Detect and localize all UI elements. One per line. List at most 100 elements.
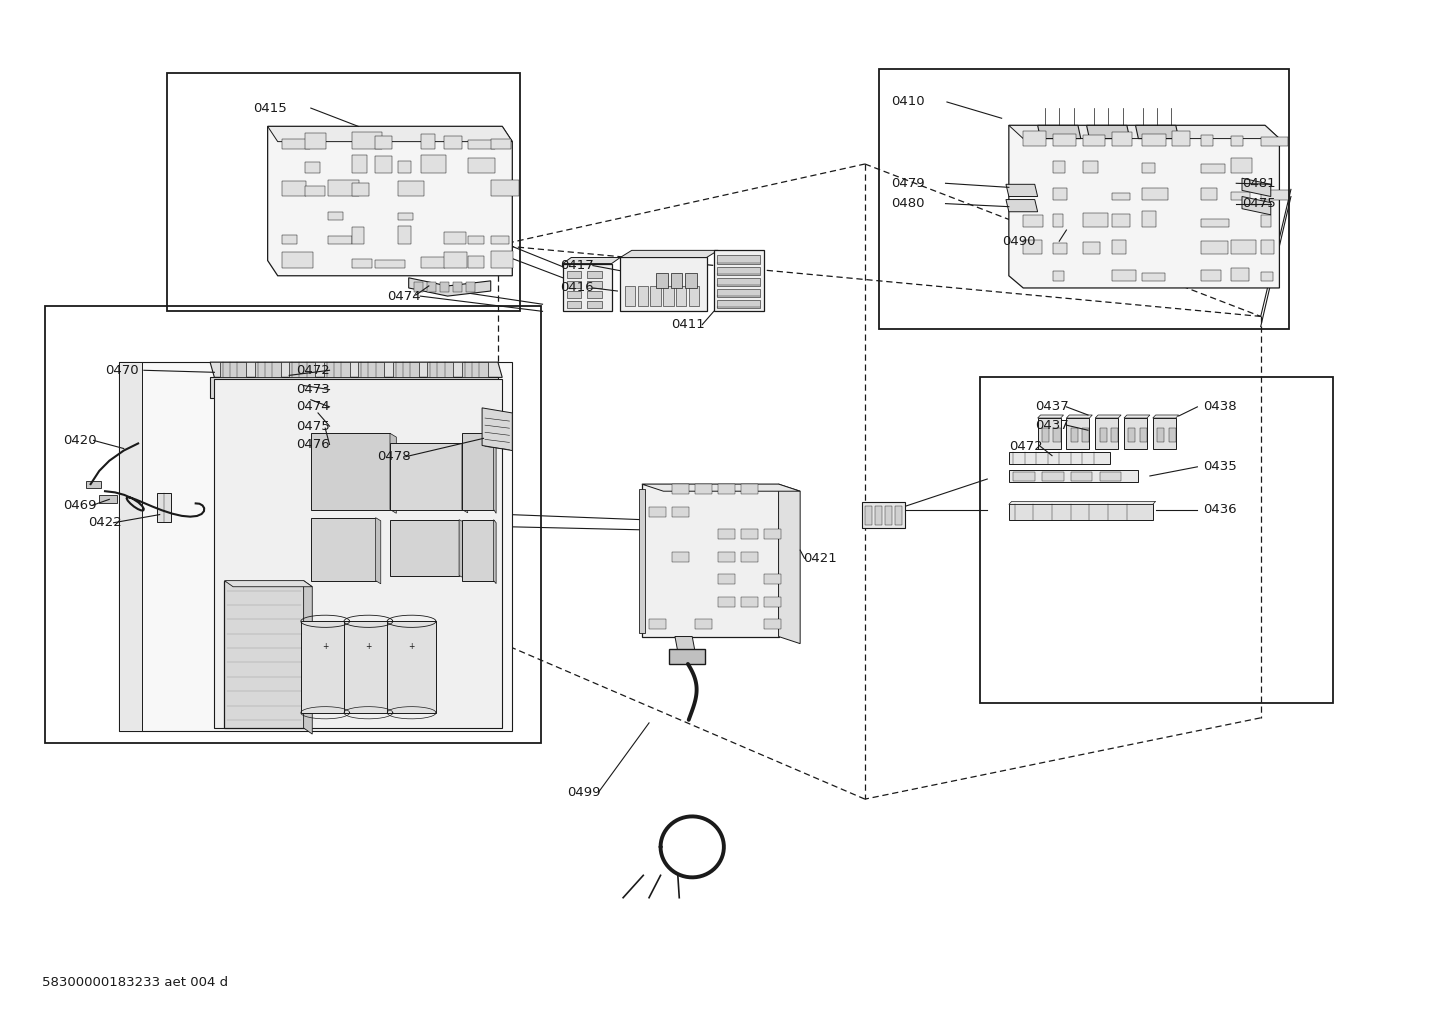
Bar — [669, 649, 705, 664]
Bar — [1231, 158, 1253, 173]
Text: 0480: 0480 — [891, 197, 924, 210]
Bar — [490, 140, 510, 149]
Bar — [306, 132, 326, 149]
Polygon shape — [562, 264, 611, 312]
Bar — [1201, 240, 1229, 254]
Bar — [1054, 428, 1061, 442]
Polygon shape — [642, 484, 800, 491]
Bar — [386, 622, 435, 712]
Bar — [1053, 187, 1067, 200]
Polygon shape — [392, 362, 418, 377]
Polygon shape — [221, 362, 247, 377]
Text: 58300000183233 aet 004 d: 58300000183233 aet 004 d — [42, 976, 228, 989]
Bar — [717, 289, 760, 298]
Polygon shape — [389, 433, 397, 514]
Bar — [1053, 271, 1064, 281]
Polygon shape — [620, 258, 707, 312]
Text: 0499: 0499 — [567, 786, 600, 799]
Bar — [1009, 470, 1138, 482]
Bar — [1168, 428, 1175, 442]
Bar — [301, 622, 349, 712]
Bar — [880, 69, 1289, 328]
Bar — [1139, 428, 1146, 442]
Bar — [1083, 161, 1097, 173]
Text: 0490: 0490 — [1002, 234, 1035, 248]
Bar — [329, 180, 359, 197]
Bar — [440, 282, 448, 292]
Bar — [741, 529, 758, 539]
Bar — [1043, 428, 1050, 442]
Bar — [1260, 239, 1273, 254]
Polygon shape — [675, 637, 695, 652]
Text: 0474: 0474 — [297, 400, 330, 414]
Text: 0479: 0479 — [891, 176, 924, 190]
Bar — [717, 301, 760, 309]
Bar — [1083, 243, 1100, 254]
Polygon shape — [562, 258, 620, 264]
Bar — [624, 286, 634, 307]
Polygon shape — [1009, 125, 1279, 288]
Bar — [587, 271, 601, 278]
Polygon shape — [215, 379, 502, 728]
Bar — [764, 597, 782, 607]
Bar — [375, 156, 392, 172]
Polygon shape — [1038, 125, 1082, 139]
Text: 0472: 0472 — [1009, 440, 1043, 453]
Polygon shape — [493, 520, 496, 584]
Bar — [1083, 428, 1090, 442]
Bar — [1024, 215, 1044, 227]
Polygon shape — [862, 502, 906, 528]
Bar — [1053, 214, 1063, 227]
Bar — [306, 185, 326, 197]
Bar — [567, 291, 581, 299]
Bar — [672, 484, 689, 494]
Bar — [1043, 472, 1064, 481]
Polygon shape — [1067, 415, 1093, 418]
Polygon shape — [311, 433, 389, 510]
Polygon shape — [493, 433, 496, 514]
Bar — [398, 226, 411, 244]
Bar — [453, 282, 461, 292]
Bar — [421, 133, 435, 149]
Bar — [672, 506, 689, 517]
Text: 0437: 0437 — [1035, 400, 1069, 414]
Bar — [352, 131, 382, 149]
Text: 0421: 0421 — [803, 551, 836, 565]
Text: 0436: 0436 — [1203, 503, 1237, 516]
Bar — [329, 236, 352, 244]
Bar — [741, 551, 758, 561]
Polygon shape — [461, 362, 487, 377]
Bar — [1142, 135, 1167, 146]
Bar — [1099, 428, 1106, 442]
Bar — [352, 155, 366, 172]
Text: 0473: 0473 — [297, 383, 330, 396]
Polygon shape — [1009, 501, 1155, 504]
Polygon shape — [268, 126, 512, 276]
Bar — [157, 493, 172, 522]
Bar — [676, 286, 686, 307]
Bar — [671, 273, 682, 288]
Polygon shape — [304, 581, 313, 734]
Bar — [1201, 136, 1213, 146]
Polygon shape — [225, 581, 313, 587]
Text: 0470: 0470 — [105, 364, 138, 377]
Bar — [1083, 213, 1109, 227]
Bar — [1009, 504, 1152, 520]
Bar — [398, 161, 411, 172]
Text: 0416: 0416 — [559, 281, 594, 294]
Bar — [587, 302, 601, 309]
Polygon shape — [1123, 415, 1149, 418]
Bar — [167, 72, 519, 312]
Bar — [1201, 269, 1221, 281]
Bar — [467, 140, 495, 149]
Bar — [567, 281, 581, 288]
Bar — [1201, 219, 1229, 227]
Bar — [1112, 270, 1136, 281]
Polygon shape — [427, 362, 453, 377]
Bar — [329, 212, 343, 220]
Polygon shape — [1009, 125, 1279, 139]
Bar — [865, 506, 872, 525]
Text: 0415: 0415 — [254, 102, 287, 114]
Bar — [1231, 239, 1256, 254]
Bar — [444, 232, 466, 244]
